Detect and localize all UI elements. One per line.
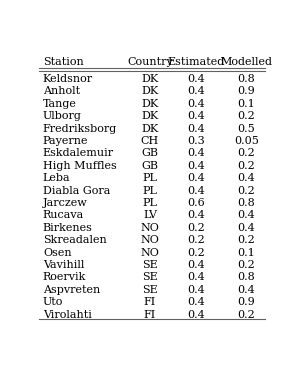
Text: 0.2: 0.2 [187, 235, 205, 245]
Text: Country: Country [127, 57, 173, 67]
Text: 0.4: 0.4 [187, 186, 205, 196]
Text: 0.4: 0.4 [238, 173, 255, 183]
Text: 0.4: 0.4 [238, 210, 255, 220]
Text: 0.4: 0.4 [187, 297, 205, 307]
Text: 0.9: 0.9 [238, 297, 255, 307]
Text: 0.1: 0.1 [238, 99, 255, 109]
Text: 0.6: 0.6 [187, 198, 205, 208]
Text: Ulborg: Ulborg [43, 111, 82, 121]
Text: 0.2: 0.2 [187, 223, 205, 233]
Text: DK: DK [141, 111, 159, 121]
Text: Anholt: Anholt [43, 86, 80, 97]
Text: DK: DK [141, 74, 159, 84]
Text: 0.4: 0.4 [187, 86, 205, 97]
Text: 0.2: 0.2 [238, 235, 255, 245]
Text: 0.4: 0.4 [187, 173, 205, 183]
Text: 0.3: 0.3 [187, 136, 205, 146]
Text: CH: CH [141, 136, 159, 146]
Text: 0.2: 0.2 [238, 161, 255, 171]
Text: DK: DK [141, 99, 159, 109]
Text: FI: FI [144, 310, 156, 320]
Text: 0.4: 0.4 [238, 223, 255, 233]
Text: 0.4: 0.4 [187, 99, 205, 109]
Text: Fredriksborg: Fredriksborg [43, 124, 117, 134]
Text: Virolahti: Virolahti [43, 310, 92, 320]
Text: 0.2: 0.2 [187, 248, 205, 258]
Text: 0.4: 0.4 [187, 111, 205, 121]
Text: SE: SE [142, 285, 158, 295]
Text: Birkenes: Birkenes [43, 223, 93, 233]
Text: 0.4: 0.4 [187, 74, 205, 84]
Text: 0.4: 0.4 [187, 285, 205, 295]
Text: FI: FI [144, 297, 156, 307]
Text: PL: PL [143, 186, 157, 196]
Text: 0.2: 0.2 [238, 310, 255, 320]
Text: High Muffles: High Muffles [43, 161, 117, 171]
Text: Estimated: Estimated [167, 57, 225, 67]
Text: Station: Station [43, 57, 84, 67]
Text: Skreadalen: Skreadalen [43, 235, 107, 245]
Text: NO: NO [140, 223, 159, 233]
Text: 0.2: 0.2 [238, 186, 255, 196]
Text: 0.2: 0.2 [238, 111, 255, 121]
Text: Vavihill: Vavihill [43, 260, 84, 270]
Text: Keldsnor: Keldsnor [43, 74, 93, 84]
Text: 0.4: 0.4 [187, 210, 205, 220]
Text: 0.4: 0.4 [187, 272, 205, 283]
Text: Osen: Osen [43, 248, 72, 258]
Text: Aspvreten: Aspvreten [43, 285, 100, 295]
Text: 0.8: 0.8 [238, 272, 255, 283]
Text: 0.4: 0.4 [187, 310, 205, 320]
Text: SE: SE [142, 272, 158, 283]
Text: 0.9: 0.9 [238, 86, 255, 97]
Text: 0.1: 0.1 [238, 248, 255, 258]
Text: Rucava: Rucava [43, 210, 84, 220]
Text: 0.4: 0.4 [187, 149, 205, 158]
Text: Uto: Uto [43, 297, 63, 307]
Text: Modelled: Modelled [221, 57, 273, 67]
Text: Tange: Tange [43, 99, 77, 109]
Text: 0.4: 0.4 [187, 260, 205, 270]
Text: Roervik: Roervik [43, 272, 86, 283]
Text: NO: NO [140, 235, 159, 245]
Text: 0.8: 0.8 [238, 74, 255, 84]
Text: PL: PL [143, 198, 157, 208]
Text: Leba: Leba [43, 173, 70, 183]
Text: Jarczew: Jarczew [43, 198, 88, 208]
Text: GB: GB [141, 149, 158, 158]
Text: GB: GB [141, 161, 158, 171]
Text: Eskdalemuir: Eskdalemuir [43, 149, 114, 158]
Text: 0.5: 0.5 [238, 124, 255, 134]
Text: LV: LV [143, 210, 157, 220]
Text: 0.2: 0.2 [238, 260, 255, 270]
Text: 0.05: 0.05 [234, 136, 259, 146]
Text: DK: DK [141, 86, 159, 97]
Text: 0.4: 0.4 [187, 161, 205, 171]
Text: 0.2: 0.2 [238, 149, 255, 158]
Text: 0.8: 0.8 [238, 198, 255, 208]
Text: 0.4: 0.4 [238, 285, 255, 295]
Text: Diabla Gora: Diabla Gora [43, 186, 110, 196]
Text: PL: PL [143, 173, 157, 183]
Text: NO: NO [140, 248, 159, 258]
Text: DK: DK [141, 124, 159, 134]
Text: SE: SE [142, 260, 158, 270]
Text: Payerne: Payerne [43, 136, 89, 146]
Text: 0.4: 0.4 [187, 124, 205, 134]
